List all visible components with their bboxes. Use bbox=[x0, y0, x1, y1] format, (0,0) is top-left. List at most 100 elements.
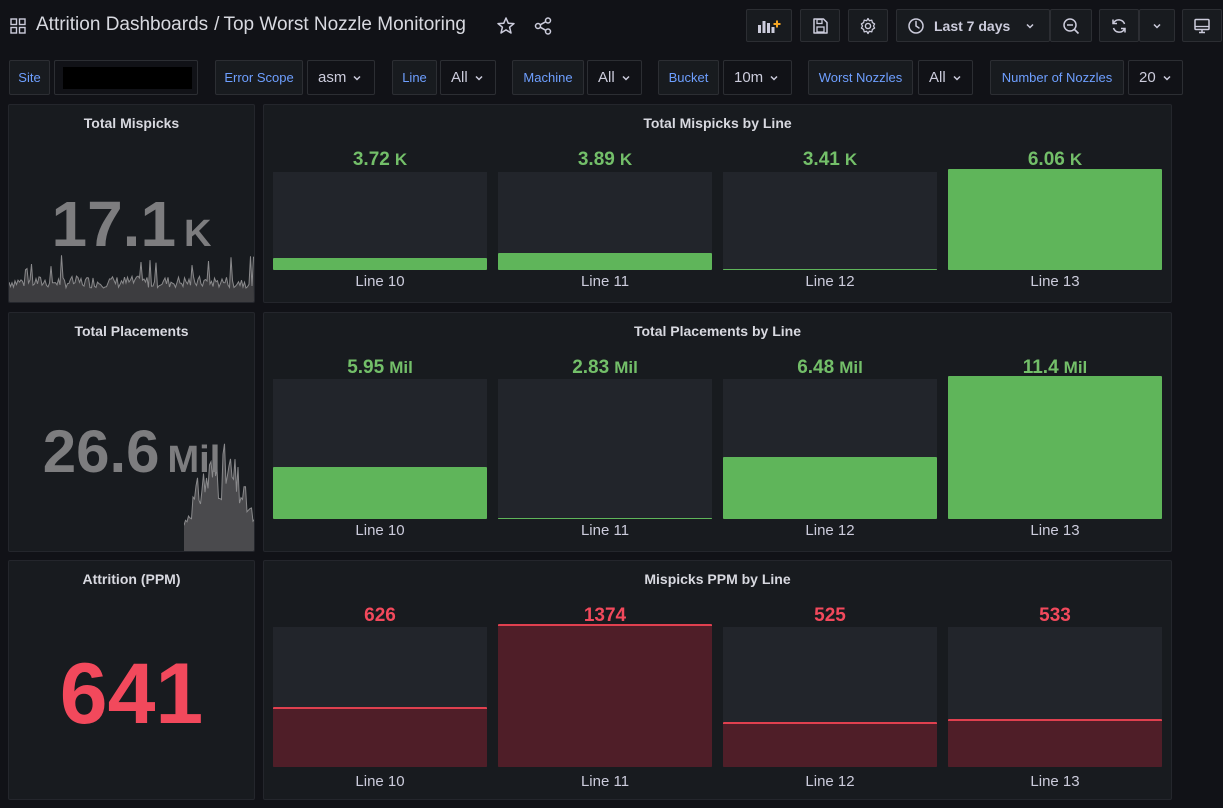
stat-value: 26.6 bbox=[42, 418, 160, 485]
gauge-line-11: 2.83 Mil Line 11 bbox=[498, 357, 712, 544]
gauge-line-10: 5.95 Mil Line 10 bbox=[273, 357, 487, 544]
gauge-line-12: 525 Line 12 bbox=[723, 605, 937, 795]
number-of-nozzles-value: 20 bbox=[1139, 69, 1156, 86]
apps-grid-icon[interactable] bbox=[10, 18, 26, 34]
gauge-track bbox=[273, 627, 487, 767]
gauge-track bbox=[948, 376, 1162, 519]
gauge-track bbox=[948, 169, 1162, 270]
line-value: All bbox=[451, 69, 468, 86]
stat-value: 17.1 bbox=[51, 188, 177, 260]
monitor-icon bbox=[1194, 18, 1210, 33]
chevron-down-icon bbox=[1153, 23, 1161, 29]
gauge-bar bbox=[723, 722, 937, 767]
gauge-track bbox=[498, 379, 712, 519]
worst-nozzles-value: All bbox=[929, 69, 946, 86]
bucket-select[interactable]: 10m bbox=[723, 60, 792, 95]
variable-label-machine: Machine bbox=[512, 60, 584, 95]
variable-label-error-scope: Error Scope bbox=[215, 60, 303, 95]
gauge-label: Line 12 bbox=[805, 773, 855, 790]
gauge-value: 3.89 K bbox=[577, 149, 633, 170]
add-panel-button[interactable] bbox=[746, 9, 792, 42]
settings-button[interactable] bbox=[848, 9, 888, 42]
chevron-down-icon bbox=[953, 75, 961, 81]
gauge-line-13: 533 Line 13 bbox=[948, 605, 1162, 795]
time-range-picker[interactable]: Last 7 days bbox=[896, 9, 1050, 42]
gauge-bar bbox=[498, 518, 712, 519]
refresh-button[interactable] bbox=[1099, 9, 1139, 42]
line-select[interactable]: All bbox=[440, 60, 496, 95]
gauge-line-10: 3.72 K Line 10 bbox=[273, 149, 487, 295]
chevron-down-icon bbox=[770, 75, 778, 81]
stat-value: 641 bbox=[59, 646, 204, 742]
gauge-label: Line 13 bbox=[1030, 522, 1080, 539]
mispicks-by-line-panel[interactable]: Total Mispicks by Line 3.72 K Line 10 3.89 K… bbox=[263, 104, 1172, 303]
gauge-bar bbox=[948, 169, 1162, 270]
gauge-label: Line 10 bbox=[355, 773, 405, 790]
total-mispicks-panel[interactable]: Total Mispicks 17.1 K bbox=[8, 104, 255, 303]
gauge-value: 6.06 K bbox=[1027, 149, 1083, 170]
gauge-label: Line 13 bbox=[1030, 273, 1080, 290]
attrition-ppm-panel[interactable]: Attrition (PPM) 641 bbox=[8, 560, 255, 800]
stat-value-container: 17.1 K bbox=[9, 187, 254, 261]
placements-by-line-panel[interactable]: Total Placements by Line 5.95 Mil Line 10 2… bbox=[263, 312, 1172, 552]
gauge-unit: K bbox=[394, 150, 408, 169]
gauge-value: 1374 bbox=[583, 605, 627, 626]
refresh-interval-dropdown[interactable] bbox=[1139, 9, 1175, 42]
gauge-label: Line 10 bbox=[355, 522, 405, 539]
error-scope-select[interactable]: asm bbox=[307, 60, 375, 95]
number-of-nozzles-select[interactable]: 20 bbox=[1128, 60, 1183, 95]
breadcrumb-separator: / bbox=[214, 14, 220, 35]
gauge-line-10: 626 Line 10 bbox=[273, 605, 487, 795]
zoom-out-icon bbox=[1063, 17, 1080, 34]
stat-value-container: 26.6 Mil bbox=[9, 417, 254, 486]
refresh-icon bbox=[1112, 18, 1126, 33]
gauge-value: 2.83 Mil bbox=[572, 357, 638, 378]
gauge-unit: K bbox=[619, 150, 633, 169]
gauge-bar bbox=[723, 457, 937, 519]
total-placements-panel[interactable]: Total Placements 26.6 Mil bbox=[8, 312, 255, 552]
top-bar: Attrition Dashboards / Top Worst Nozzle Mo… bbox=[0, 0, 1223, 52]
gauge-unit: Mil bbox=[389, 358, 413, 377]
chevron-down-icon bbox=[475, 75, 483, 81]
share-icon[interactable] bbox=[533, 16, 553, 36]
gauge-line-13: 6.06 K Line 13 bbox=[948, 149, 1162, 295]
bucket-value: 10m bbox=[734, 69, 764, 86]
gauge-track bbox=[723, 379, 937, 519]
gauge-unit: Mil bbox=[839, 358, 863, 377]
dashboard-title[interactable]: Top Worst Nozzle Monitoring bbox=[223, 14, 466, 35]
ppm-by-line-panel[interactable]: Mispicks PPM by Line 626 Line 10 1374 Line … bbox=[263, 560, 1172, 800]
site-select[interactable] bbox=[54, 60, 198, 95]
breadcrumb: Attrition Dashboards / Top Worst Nozzle Mo… bbox=[36, 14, 466, 36]
machine-value: All bbox=[598, 69, 615, 86]
gauge-bar bbox=[498, 624, 712, 767]
worst-nozzles-select[interactable]: All bbox=[918, 60, 973, 95]
gauge-value: 533 bbox=[1039, 605, 1071, 626]
gauge-track bbox=[723, 172, 937, 270]
variable-label-bucket: Bucket bbox=[658, 60, 719, 95]
add-panel-icon bbox=[758, 20, 781, 33]
breadcrumb-folder[interactable]: Attrition Dashboards bbox=[36, 14, 209, 35]
panel-title: Total Placements by Line bbox=[633, 323, 801, 339]
gauge-label: Line 11 bbox=[580, 522, 630, 539]
save-icon bbox=[813, 17, 828, 34]
gauge-value: 11.4 Mil bbox=[1022, 357, 1088, 378]
panel-title: Total Mispicks by Line bbox=[643, 115, 792, 131]
mispicks-sparkline bbox=[9, 255, 254, 302]
gauge-line-12: 3.41 K Line 12 bbox=[723, 149, 937, 295]
chevron-down-icon bbox=[353, 75, 361, 81]
gauge-label: Line 13 bbox=[1030, 773, 1080, 790]
view-mode-button[interactable] bbox=[1182, 9, 1222, 42]
gauge-unit: K bbox=[1069, 150, 1083, 169]
machine-select[interactable]: All bbox=[587, 60, 642, 95]
panel-title: Total Mispicks bbox=[83, 115, 180, 131]
star-icon[interactable] bbox=[496, 16, 516, 36]
save-dashboard-button[interactable] bbox=[800, 9, 840, 42]
clock-icon bbox=[908, 17, 924, 34]
gauge-bar bbox=[498, 253, 712, 270]
gear-icon bbox=[860, 17, 876, 34]
placements-sparkline bbox=[184, 443, 254, 551]
zoom-out-button[interactable] bbox=[1050, 9, 1092, 42]
gauge-value: 3.72 K bbox=[352, 149, 408, 170]
variables-bar: Site Error Scope asm Line All Machine Al… bbox=[0, 60, 1223, 96]
gauge-line-13: 11.4 Mil Line 13 bbox=[948, 357, 1162, 544]
